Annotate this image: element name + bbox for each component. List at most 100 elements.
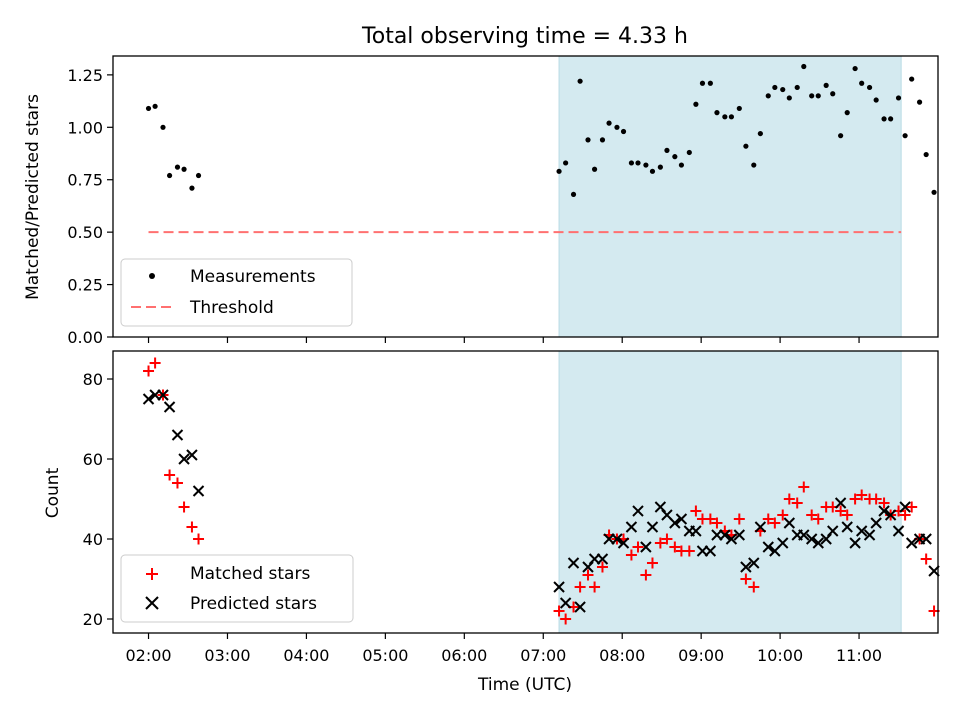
- measurement-point: [152, 103, 158, 109]
- matched-point: [835, 505, 847, 517]
- matched-point: [849, 493, 861, 505]
- predicted-point: [777, 537, 789, 549]
- matched-point: [769, 517, 781, 529]
- measurement-point: [620, 128, 627, 135]
- matched-point: [748, 581, 760, 593]
- matched-point: [906, 501, 918, 513]
- measurement-point: [765, 93, 771, 99]
- matched-point: [625, 549, 637, 561]
- predicted-point: [783, 517, 796, 529]
- predicted-point: [163, 401, 176, 413]
- matched-point: [806, 509, 818, 521]
- predicted-point: [740, 561, 752, 573]
- measurement-point: [714, 110, 720, 116]
- predicted-point: [625, 521, 638, 533]
- measurement-point: [563, 160, 569, 166]
- y-tick-label: 0.25: [67, 276, 103, 295]
- measurement-point: [678, 162, 685, 168]
- predicted-point: [617, 537, 630, 549]
- predicted-point: [704, 545, 717, 557]
- y-tick-label: 40: [83, 530, 103, 549]
- measurement-point: [786, 95, 792, 101]
- x-tick-label: 09:00: [678, 646, 724, 665]
- predicted-point: [669, 517, 681, 529]
- measurement-point: [614, 124, 620, 130]
- measurement-point: [585, 137, 591, 143]
- predicted-point: [920, 533, 932, 545]
- x-tick-label: 07:00: [520, 646, 566, 665]
- measurement-point: [693, 101, 699, 107]
- y-tick-label: 0.75: [67, 171, 103, 190]
- predicted-point: [719, 529, 731, 541]
- chart-title: Total observing time = 4.33 h: [361, 24, 688, 49]
- measurement-point: [801, 63, 807, 70]
- matched-point: [899, 509, 911, 521]
- matched-point: [582, 569, 594, 581]
- measurement-point: [844, 110, 850, 116]
- legend-matched-marker: [146, 568, 158, 580]
- matched-point: [762, 513, 774, 525]
- measurement-point: [909, 76, 915, 82]
- matched-point: [920, 553, 932, 565]
- predicted-point: [827, 525, 839, 537]
- y-tick-label: 20: [83, 610, 103, 629]
- predicted-point: [582, 561, 594, 573]
- matched-point: [711, 517, 723, 529]
- measurement-point: [160, 124, 166, 130]
- measurement-point: [866, 84, 873, 91]
- predicted-point: [186, 449, 198, 461]
- predicted-point: [855, 525, 868, 537]
- matched-point: [740, 573, 752, 585]
- x-tick-label: 04:00: [283, 646, 329, 665]
- measurement-point: [852, 65, 858, 72]
- legend-predicted-marker: [145, 596, 159, 610]
- measurement-point: [166, 172, 173, 179]
- measurement-point: [743, 143, 749, 149]
- matched-point: [841, 509, 853, 521]
- predicted-point: [748, 557, 760, 569]
- predicted-point: [559, 597, 572, 609]
- predicted-point: [142, 393, 155, 405]
- top-y-axis-label: Matched/Predicted stars: [23, 94, 43, 300]
- predicted-point: [725, 533, 738, 545]
- predicted-point: [675, 513, 688, 525]
- predicted-point: [632, 505, 644, 517]
- matched-point: [553, 605, 565, 617]
- x-tick-label: 06:00: [441, 646, 487, 665]
- legend-measurements-marker: [149, 273, 155, 279]
- matched-point: [654, 537, 666, 549]
- x-tick-label: 08:00: [599, 646, 645, 665]
- predicted-point: [798, 529, 810, 541]
- measurement-point: [570, 191, 577, 198]
- measurement-point: [931, 189, 937, 195]
- y-tick-label: 1.25: [67, 66, 103, 85]
- matched-point: [589, 581, 601, 593]
- y-tick-label: 1.00: [67, 118, 103, 137]
- measurement-point: [780, 86, 786, 93]
- measurement-point: [809, 93, 815, 99]
- measurement-point: [881, 116, 887, 122]
- predicted-point: [640, 541, 652, 553]
- predicted-point: [654, 501, 667, 513]
- measurement-point: [556, 168, 562, 174]
- measurement-point: [923, 151, 929, 158]
- measurement-point: [664, 147, 670, 153]
- measurement-point: [606, 120, 612, 126]
- matched-point: [596, 561, 608, 573]
- matched-point: [149, 357, 161, 369]
- measurement-point: [643, 162, 649, 168]
- measurement-point: [635, 160, 641, 166]
- matched-point: [870, 493, 882, 505]
- predicted-point: [762, 541, 774, 553]
- measurement-point: [591, 166, 598, 172]
- measurement-point: [728, 114, 735, 120]
- y-tick-label: 80: [83, 370, 103, 389]
- x-tick-label: 02:00: [125, 646, 171, 665]
- matched-point: [704, 513, 716, 525]
- predicted-point: [870, 517, 882, 529]
- matched-point: [812, 513, 824, 525]
- measurement-point: [672, 154, 678, 160]
- measurement-point: [577, 78, 583, 84]
- legend-matched-label: Matched stars: [190, 564, 310, 584]
- top-shaded-interval: [558, 55, 902, 338]
